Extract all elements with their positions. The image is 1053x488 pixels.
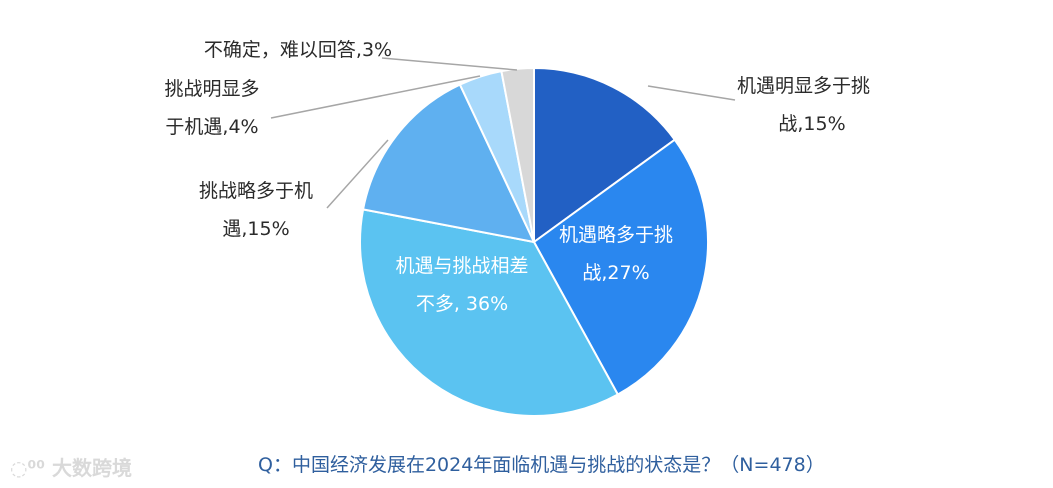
slice-label-5: 不确定，难以回答,3% xyxy=(204,39,392,61)
slice-label-4: 挑战明显多于机遇,4% xyxy=(164,78,259,138)
watermark-text: 大数跨境 xyxy=(52,456,132,480)
slice-label-line: 机遇略多于挑 xyxy=(559,224,673,246)
slice-label-line: 机遇明显多于挑 xyxy=(737,75,870,97)
slice-label-line: 不多, 36% xyxy=(416,293,508,315)
slice-label-1: 机遇略多于挑战,27% xyxy=(559,224,673,284)
slice-label-0: 机遇明显多于挑战,15% xyxy=(737,75,870,135)
slice-label-line: 不确定，难以回答,3% xyxy=(204,39,392,61)
leader-line-3 xyxy=(326,139,389,209)
leader-line-5 xyxy=(381,57,518,71)
slice-label-line: 战,27% xyxy=(582,262,649,284)
pie-slice-5 xyxy=(500,66,535,243)
slice-label-line: 机遇与挑战相差 xyxy=(395,255,528,277)
leader-line-0 xyxy=(647,85,736,101)
slice-label-line: 挑战略多于机 xyxy=(199,180,313,202)
watermark-logo: ◌⁰⁰ xyxy=(10,456,45,480)
slice-label-line: 挑战明显多 xyxy=(164,78,259,100)
slice-label-line: 遇,15% xyxy=(222,218,289,240)
pie-slice-1 xyxy=(532,138,709,396)
slice-label-line: 于机遇,4% xyxy=(165,116,258,138)
slice-label-line: 战,15% xyxy=(778,113,845,135)
pie-slice-0 xyxy=(533,66,677,244)
leader-line-4 xyxy=(270,75,481,119)
chart-caption: Q：中国经济发展在2024年面临机遇与挑战的状态是？（N=478） xyxy=(258,454,825,476)
slice-label-2: 机遇与挑战相差不多, 36% xyxy=(395,255,528,315)
slice-label-3: 挑战略多于机遇,15% xyxy=(199,180,313,240)
pie-slice-2 xyxy=(359,208,620,417)
pie-slice-3 xyxy=(361,83,536,244)
